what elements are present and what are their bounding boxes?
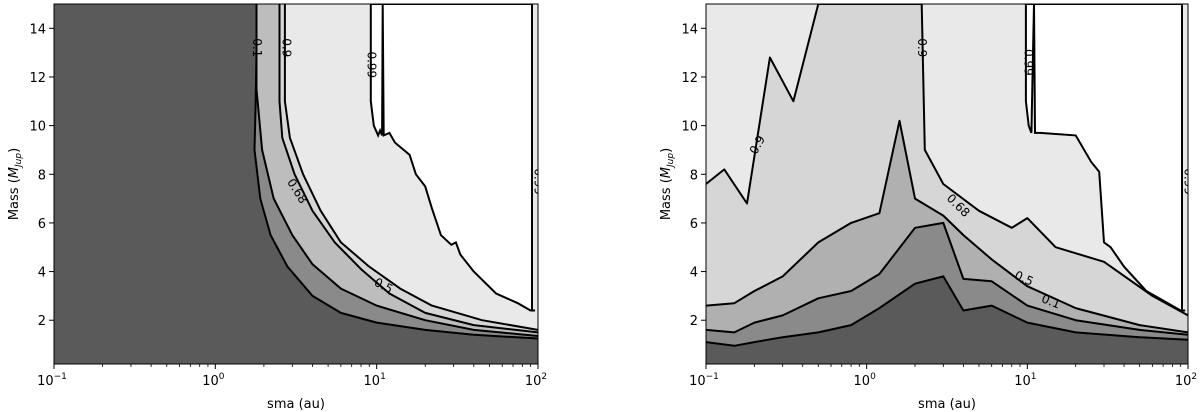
contour-line-0-1 <box>706 275 1188 347</box>
y-tick-label: 6 <box>38 217 46 232</box>
x-tick-label: 101 <box>1014 372 1036 389</box>
contour-label: 0.1 <box>250 38 264 57</box>
x-tick-label: 10−1 <box>37 372 67 389</box>
plot-frame <box>53 3 539 365</box>
contour-line-0-5 <box>255 4 538 337</box>
y-tick-label: 4 <box>690 266 698 281</box>
x-axis-label: sma (au) <box>918 397 976 412</box>
contour-label: 0.9 <box>280 38 294 57</box>
y-tick-label: 14 <box>681 22 698 37</box>
y-tick-label: 10 <box>29 120 46 135</box>
contour-line-0-5 <box>706 221 1188 336</box>
y-tick-label: 10 <box>681 120 698 135</box>
x-tick-label: 102 <box>1175 372 1197 389</box>
region-0-1 <box>54 4 538 364</box>
contour-line-0-1 <box>253 4 538 340</box>
region-0-1 <box>706 4 1188 364</box>
y-axis-label: Mass (MJup) <box>659 148 676 220</box>
x-tick-label: 100 <box>202 372 225 389</box>
y-tick-label: 4 <box>38 266 46 281</box>
y-axis-label: Mass (MJup) <box>7 148 24 220</box>
contour-label: 0.99 <box>1182 168 1196 195</box>
y-tick-label: 6 <box>690 217 698 232</box>
contour-label: 0.99 <box>1022 49 1036 76</box>
contour-line-0-9 <box>283 4 538 331</box>
x-axis-label: sma (au) <box>267 397 325 412</box>
contour-label: 0.99 <box>532 168 546 195</box>
y-tick-label: 2 <box>38 314 46 329</box>
y-tick-label: 2 <box>690 314 698 329</box>
x-tick-label: 100 <box>854 372 877 389</box>
y-tick-label: 8 <box>690 168 698 183</box>
contour-line-0-68 <box>706 119 1188 334</box>
contour-label: 0.1 <box>1040 291 1063 311</box>
contour-label: 0.9 <box>915 38 929 57</box>
contour-line-0-68 <box>278 4 538 334</box>
region-above-0-99 <box>1024 4 1186 312</box>
y-tick-label: 14 <box>29 22 46 37</box>
y-tick-label: 12 <box>29 71 46 86</box>
y-tick-label: 12 <box>681 71 698 86</box>
x-tick-label: 101 <box>364 372 386 389</box>
region-0-68 <box>706 4 1188 364</box>
region-above-0-99 <box>369 4 536 312</box>
y-tick-label: 8 <box>38 168 46 183</box>
contour-label: 0.99 <box>364 51 378 78</box>
contour-line-0-9 <box>706 4 1188 317</box>
plot-frame <box>705 3 1189 365</box>
x-tick-label: 102 <box>525 372 547 389</box>
x-tick-label: 10−1 <box>689 372 719 389</box>
